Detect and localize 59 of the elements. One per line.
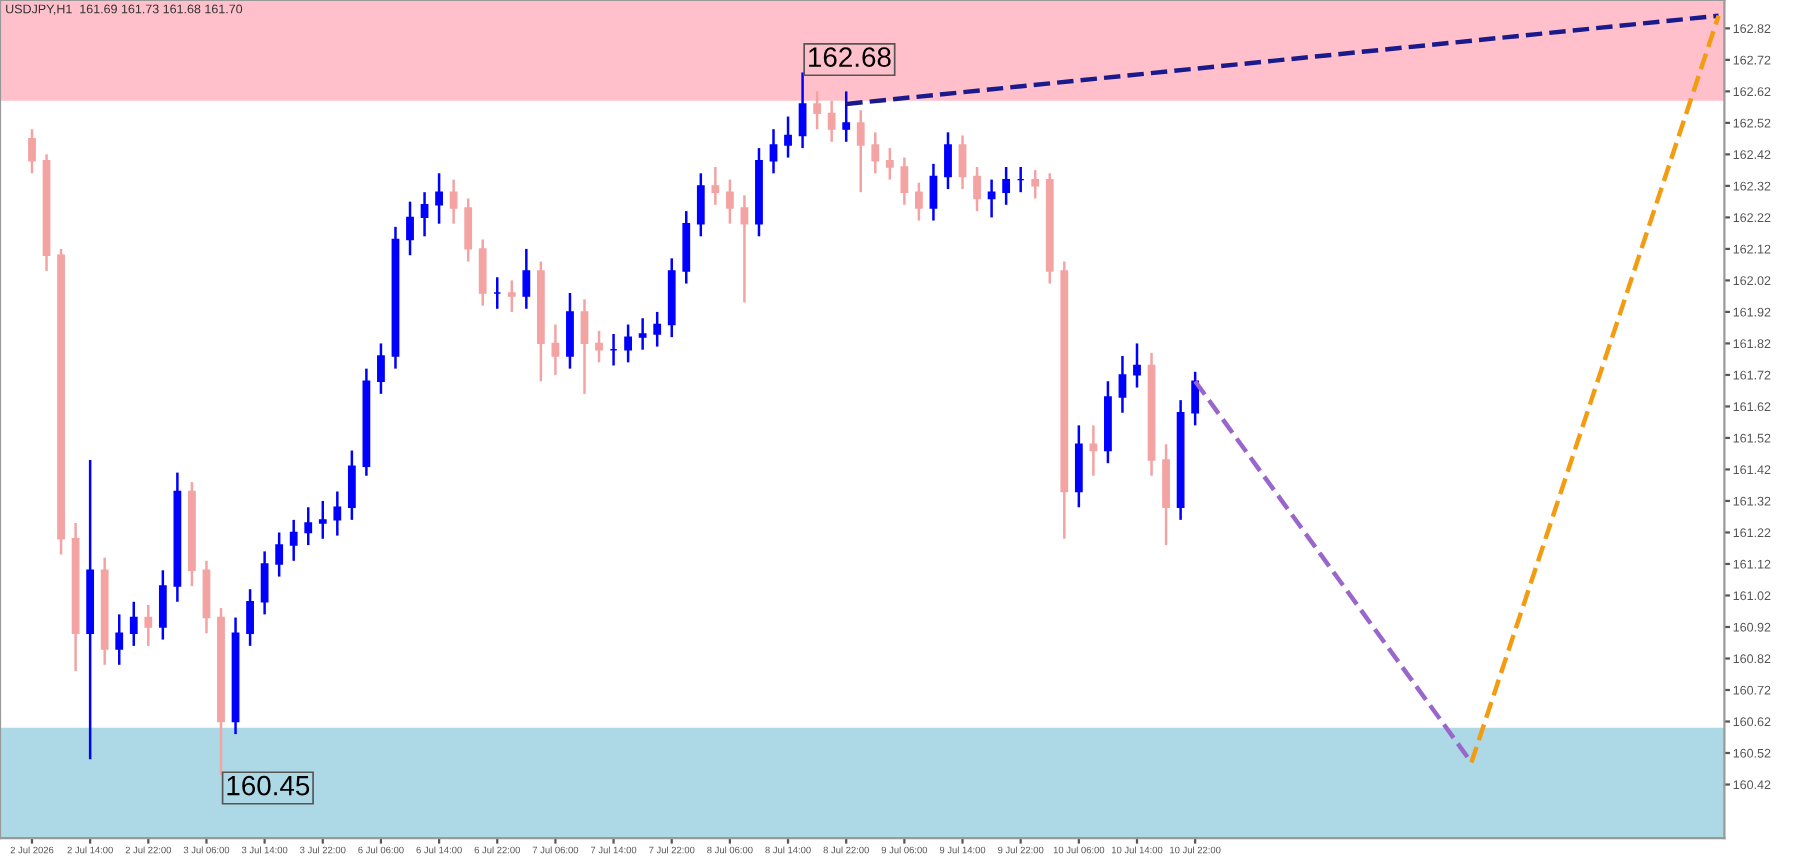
candlestick [1031, 168, 1040, 200]
candlestick [289, 518, 298, 563]
candlestick [784, 115, 792, 159]
candlestick [551, 323, 560, 377]
candlestick [842, 90, 851, 144]
candlestick [420, 190, 429, 238]
candlestick [958, 134, 967, 191]
candlestick [1002, 165, 1011, 207]
candlestick [507, 279, 516, 314]
candlestick [566, 291, 574, 370]
candlestick [856, 109, 865, 194]
candlestick [624, 323, 633, 364]
candlestick [900, 156, 909, 207]
candlestick [275, 531, 284, 578]
candlestick [304, 506, 313, 547]
candlestick [929, 162, 938, 222]
candlestick [653, 310, 662, 348]
candlestick [246, 587, 254, 648]
candlestick [464, 197, 473, 263]
candlestick [144, 603, 153, 648]
candlestick [682, 209, 691, 285]
candlestick [638, 316, 647, 351]
candlestick [885, 146, 894, 181]
candlestick [798, 71, 807, 150]
candlestick [1074, 424, 1083, 509]
candlestick [158, 569, 167, 641]
candlestick [827, 99, 836, 144]
candlestick [522, 247, 531, 311]
candlestick [129, 600, 138, 648]
candlestick [377, 342, 385, 396]
candlestick [1162, 443, 1170, 547]
candlestick [449, 178, 458, 225]
annotation: 162.68 [809, 47, 891, 67]
candlestick [1133, 342, 1141, 389]
candlestick [115, 613, 124, 667]
candlestick [406, 200, 414, 257]
candlestick [318, 499, 327, 541]
candlestick [333, 490, 342, 537]
candlestick [813, 90, 822, 131]
candlestick [987, 178, 996, 219]
candlestick [696, 172, 705, 238]
candlestick [973, 165, 981, 213]
candlestick [260, 550, 269, 616]
candlestick [1118, 354, 1127, 414]
candlestick [769, 127, 778, 175]
candlestick [915, 181, 923, 222]
candlestick [435, 172, 443, 225]
annotation: 160.45 [227, 775, 310, 796]
candlestick [944, 131, 952, 191]
candlestick [478, 238, 487, 307]
candlestick [740, 194, 749, 304]
candlestick [28, 127, 36, 175]
candlestick [1089, 424, 1098, 477]
candlestick [580, 298, 589, 396]
candlestick [725, 178, 734, 225]
candlestick [595, 329, 603, 364]
candlestick [711, 165, 720, 207]
candlestick [871, 131, 880, 175]
candlestick [347, 449, 356, 522]
